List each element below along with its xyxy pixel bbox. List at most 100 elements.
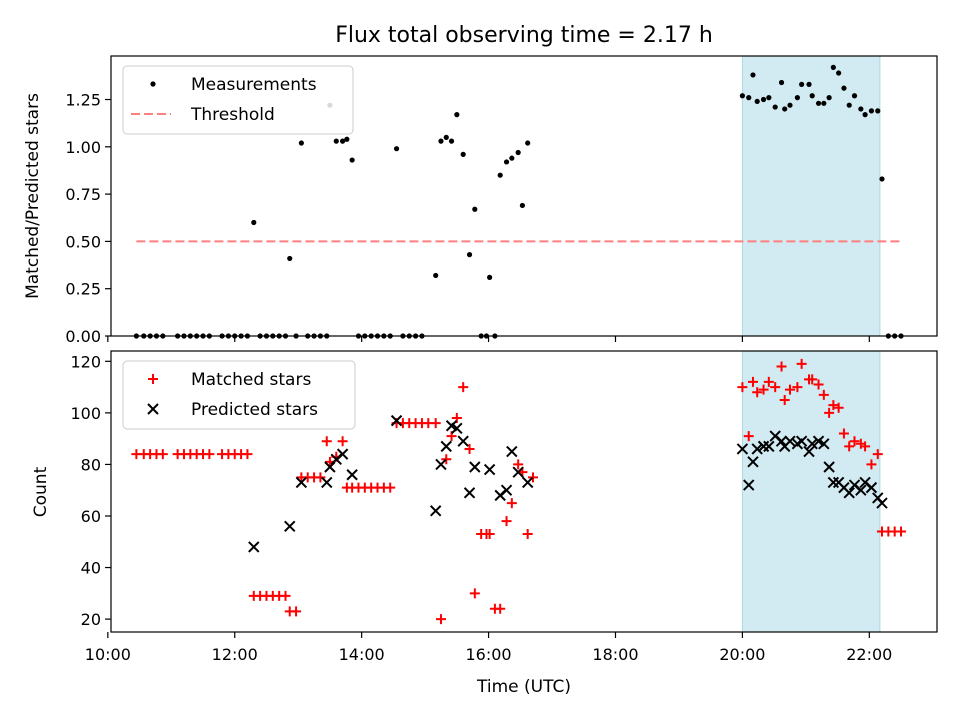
data-point xyxy=(763,376,774,387)
data-point xyxy=(796,358,807,369)
data-point xyxy=(346,469,358,481)
data-point xyxy=(818,389,829,400)
y-tick-label: 20 xyxy=(81,610,101,629)
y-tick-label: 0.75 xyxy=(65,185,101,204)
data-point xyxy=(807,374,818,385)
data-point xyxy=(522,529,533,540)
data-point xyxy=(879,176,885,182)
data-point xyxy=(469,461,481,473)
data-point xyxy=(776,361,787,372)
data-point xyxy=(747,456,759,468)
data-point xyxy=(809,93,815,99)
data-point xyxy=(813,379,824,390)
data-point xyxy=(515,149,521,156)
data-point xyxy=(457,435,469,447)
data-point xyxy=(454,112,460,118)
data-point xyxy=(435,614,446,625)
x-tick-label: 18:00 xyxy=(592,645,638,664)
y-tick-label: 100 xyxy=(70,404,101,423)
data-point xyxy=(860,441,871,452)
data-point xyxy=(248,541,260,553)
plot-frame xyxy=(110,350,938,633)
legend-label: Threshold xyxy=(190,105,275,125)
data-point xyxy=(751,443,763,455)
data-point xyxy=(298,140,304,146)
data-point xyxy=(284,520,296,533)
data-point xyxy=(433,272,439,279)
data-point xyxy=(435,458,447,471)
data-point xyxy=(743,431,754,442)
data-point xyxy=(321,476,333,489)
legend-box xyxy=(122,65,354,135)
data-point xyxy=(451,422,463,435)
data-point xyxy=(497,172,503,178)
data-point xyxy=(295,476,308,489)
data-point xyxy=(287,255,293,262)
data-point xyxy=(506,445,518,458)
legend-label: Measurements xyxy=(191,75,317,95)
data-point xyxy=(463,487,476,499)
data-point xyxy=(803,445,815,458)
data-point xyxy=(784,384,795,395)
y-tick-label: 80 xyxy=(81,455,101,474)
data-point xyxy=(824,407,835,418)
data-point xyxy=(770,382,781,393)
data-point xyxy=(737,382,748,393)
bottom-panel: 20 40 60 80 100 120 10:00 12:00 14:00 16:00 18:00 2… xyxy=(70,350,938,664)
data-point xyxy=(779,394,790,405)
data-point xyxy=(736,443,749,455)
data-point xyxy=(858,106,864,112)
series-matched-stars xyxy=(131,358,907,625)
data-point xyxy=(506,498,517,509)
data-point xyxy=(443,134,449,140)
data-point xyxy=(806,81,812,87)
legend-label: Matched stars xyxy=(191,370,311,390)
data-point xyxy=(818,438,830,450)
data-point xyxy=(743,479,755,491)
data-point xyxy=(787,102,793,108)
data-point xyxy=(466,252,473,258)
data-point xyxy=(321,436,332,447)
y-tick-label: 60 xyxy=(81,507,101,526)
x-tick-label: 10:00 xyxy=(85,645,131,664)
data-point xyxy=(458,382,469,393)
data-point xyxy=(833,402,844,413)
data-point xyxy=(204,449,215,460)
data-point xyxy=(251,219,257,226)
data-point xyxy=(747,376,758,387)
data-point xyxy=(512,466,524,478)
data-point xyxy=(460,151,466,157)
data-point xyxy=(393,146,400,152)
data-point xyxy=(760,96,767,103)
data-point xyxy=(846,102,852,108)
chart-title: Flux total observing time = 2.17 h xyxy=(335,23,713,48)
data-point xyxy=(521,476,534,489)
data-point xyxy=(815,100,822,106)
y-tick-label: 0.25 xyxy=(65,280,101,299)
data-point xyxy=(849,436,860,447)
data-point xyxy=(795,435,808,447)
data-point xyxy=(763,440,775,453)
data-point xyxy=(349,157,355,163)
data-point xyxy=(821,100,827,106)
data-point xyxy=(336,448,349,460)
data-point xyxy=(157,449,168,460)
data-point xyxy=(513,459,524,470)
top-panel: 0.00 0.25 0.50 0.75 1.00 1.25 Measurements Thre… xyxy=(65,55,938,346)
data-point xyxy=(438,138,444,144)
legend: Matched stars Predicted stars xyxy=(122,360,356,430)
data-point xyxy=(865,481,878,494)
data-point xyxy=(754,98,760,105)
data-point xyxy=(746,95,752,101)
data-point xyxy=(429,505,442,517)
legend-marker xyxy=(148,374,158,384)
x-tick-label: 12:00 xyxy=(212,645,258,664)
data-point xyxy=(441,454,452,465)
data-point xyxy=(430,418,441,429)
data-point xyxy=(500,484,513,496)
data-point xyxy=(843,487,855,499)
data-point xyxy=(828,400,839,411)
data-point xyxy=(794,95,800,101)
y-tick-label: 0.50 xyxy=(65,232,101,251)
